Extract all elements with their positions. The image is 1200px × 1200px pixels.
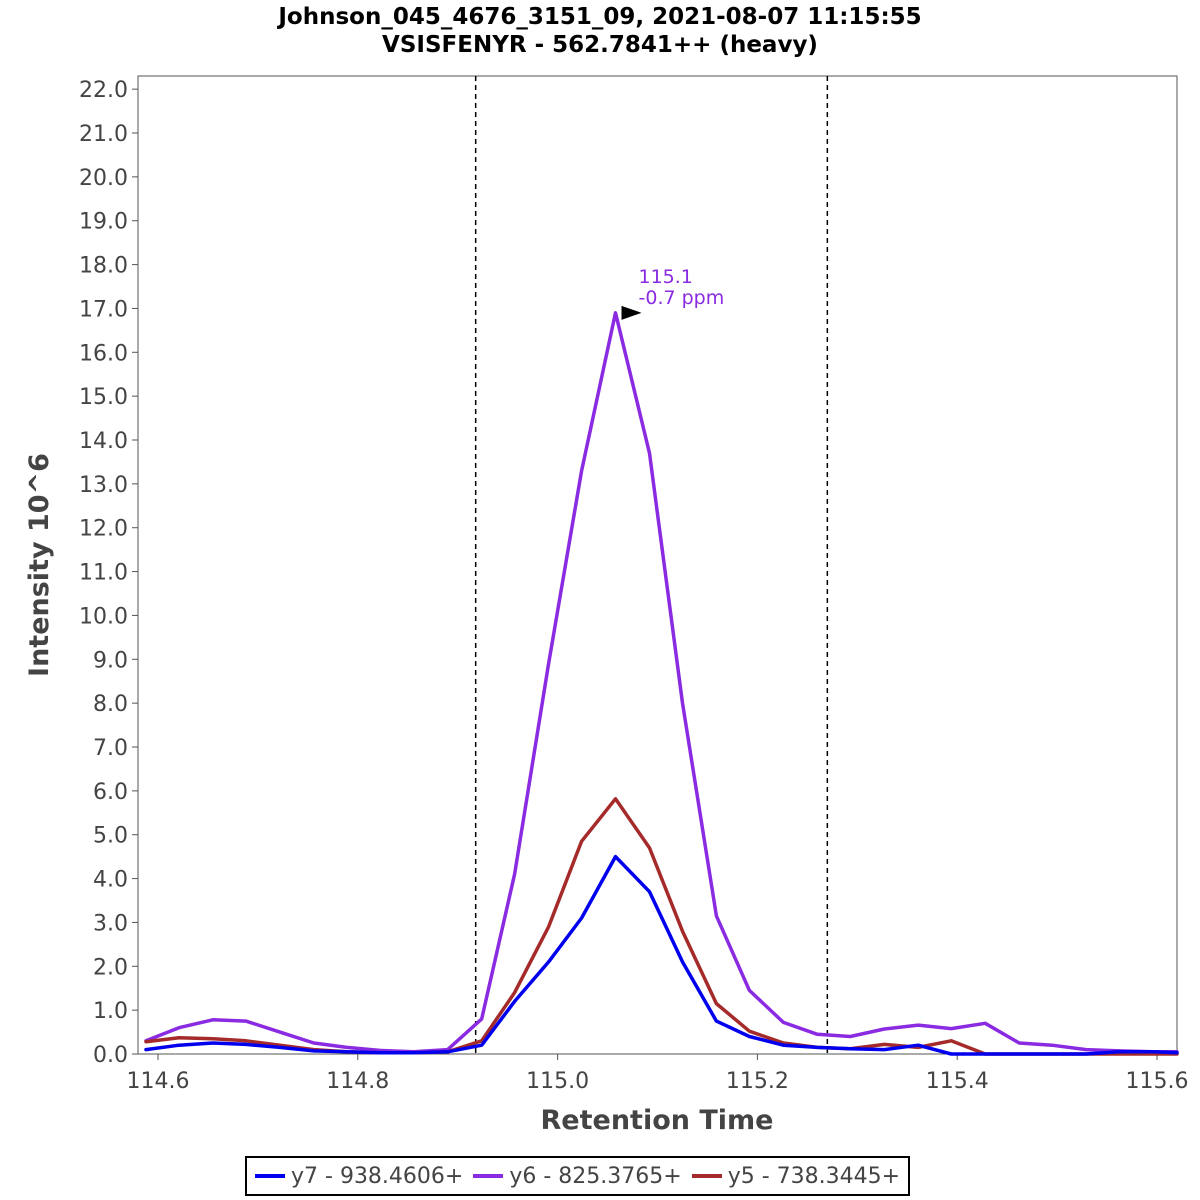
- chart-subtitle: VSISFENYR - 562.7841++ (heavy): [382, 32, 818, 58]
- x-axis: 114.6 114.8 115.0 115.2 115.4 115.6: [126, 1054, 1189, 1094]
- y-tick-label: 11.0: [79, 561, 128, 586]
- legend-swatch-y7: [255, 1174, 285, 1178]
- legend-item-y5: y5 - 738.3445+: [691, 1163, 901, 1189]
- y-tick-label: 13.0: [79, 473, 128, 498]
- y-tick-label: 8.0: [93, 692, 128, 717]
- y-tick-label: 7.0: [93, 736, 128, 761]
- y-tick-label: 21.0: [79, 122, 128, 147]
- y-axis-label: Intensity 10^6: [24, 453, 55, 677]
- y-tick-label: 9.0: [93, 648, 128, 673]
- chart-title: Johnson_045_4676_3151_09, 2021-08-07 11:…: [276, 4, 921, 30]
- y-tick-label: 18.0: [79, 254, 128, 279]
- x-axis-label: Retention Time: [541, 1105, 774, 1136]
- x-tick-label: 115.2: [726, 1069, 789, 1094]
- y-tick-label: 5.0: [93, 824, 128, 849]
- peak-annotation-ppm: -0.7 ppm: [639, 287, 725, 309]
- plot-area: [137, 75, 1178, 1055]
- x-tick-label: 115.4: [926, 1069, 989, 1094]
- y-tick-label: 19.0: [79, 210, 128, 235]
- legend-label-y5: y5 - 738.3445+: [727, 1163, 901, 1189]
- series-line-y7: [144, 854, 1179, 1056]
- peak-annotation: 115.1 -0.7 ppm: [621, 266, 725, 320]
- y-tick-label: 10.0: [79, 604, 128, 629]
- legend-label-y7: y7 - 938.4606+: [291, 1163, 464, 1189]
- y-tick-label: 2.0: [93, 955, 128, 980]
- y-tick-label: 4.0: [93, 868, 128, 893]
- legend-swatch-y5: [691, 1174, 722, 1178]
- peak-arrow-icon: [621, 305, 642, 320]
- y-tick-label: 14.0: [79, 429, 128, 454]
- y-tick-label: 0.0: [93, 1043, 128, 1068]
- y-tick-label: 16.0: [79, 341, 128, 366]
- peak-boundaries: [474, 76, 829, 1054]
- y-tick-label: 17.0: [79, 297, 128, 322]
- x-tick-label: 114.8: [326, 1069, 389, 1094]
- y-tick-label: 12.0: [79, 517, 128, 542]
- y-axis: 0.0 1.0 2.0 3.0 4.0 5.0 6.0 7.0 8.0 9.0 10.0 11.0 12…: [79, 78, 138, 1068]
- x-tick-label: 115.6: [1126, 1069, 1189, 1094]
- legend-item-y6: y6 - 825.3765+: [473, 1163, 682, 1189]
- x-tick-label: 115.0: [526, 1069, 589, 1094]
- legend-item-y7: y7 - 938.4606+: [255, 1164, 463, 1189]
- y-tick-label: 1.0: [93, 999, 128, 1024]
- series-layer: [144, 311, 1179, 1056]
- y-tick-label: 3.0: [93, 911, 128, 936]
- y-tick-label: 20.0: [79, 166, 128, 191]
- legend: y7 - 938.4606+ y6 - 825.3765+ y5 - 738.3…: [245, 1156, 911, 1196]
- x-tick-label: 114.6: [126, 1069, 189, 1094]
- series-line-y6: [144, 311, 1179, 1054]
- legend-swatch-y6: [473, 1174, 504, 1178]
- y-tick-label: 15.0: [79, 385, 128, 410]
- y-tick-label: 6.0: [93, 780, 128, 805]
- y-tick-label: 22.0: [79, 78, 128, 103]
- legend-label-y6: y6 - 825.3765+: [509, 1163, 682, 1189]
- peak-annotation-time: 115.1: [639, 266, 693, 288]
